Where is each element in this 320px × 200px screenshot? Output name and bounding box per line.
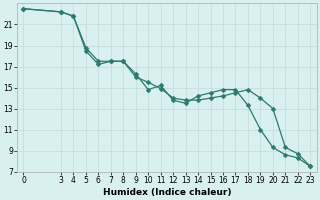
X-axis label: Humidex (Indice chaleur): Humidex (Indice chaleur) (103, 188, 231, 197)
